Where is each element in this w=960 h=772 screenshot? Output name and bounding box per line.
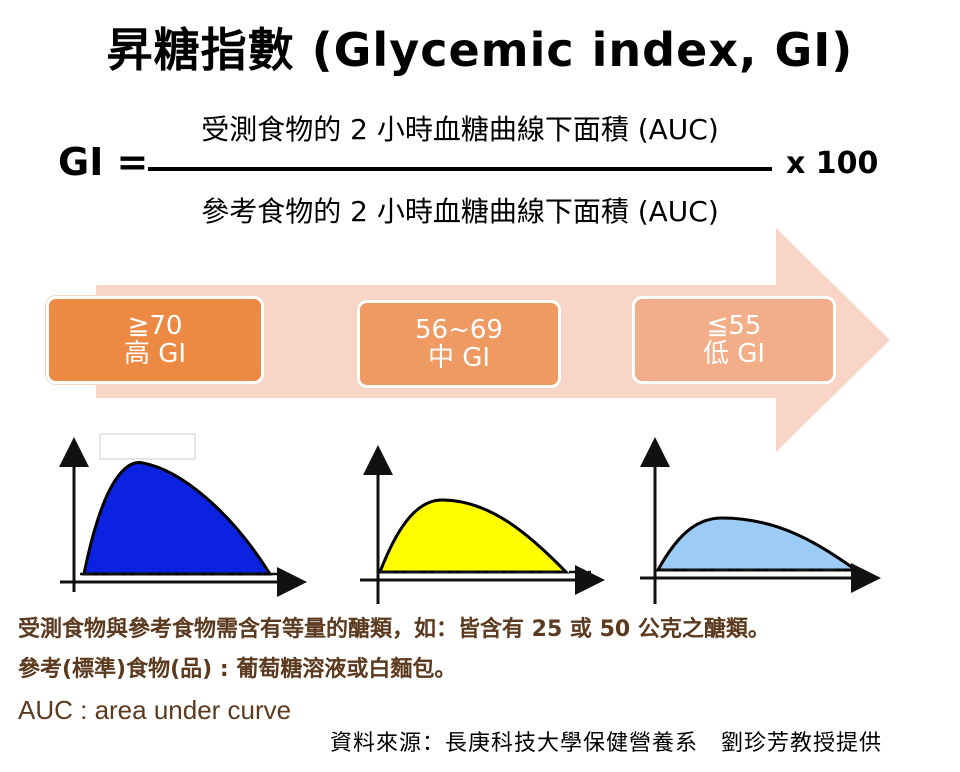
note-reference-food: 參考(標準)食物(品) : 葡萄糖溶液或白麵包。 [18, 657, 457, 682]
formula-denominator: 參考食物的 2 小時血糖曲線下面積 (AUC) [201, 195, 719, 228]
high-gi-range: ≧70 [127, 311, 183, 341]
low-gi-label: 低 GI [702, 339, 766, 369]
formula-lhs: GI = [58, 140, 149, 184]
low-gi-box: ≦55 低 GI [632, 296, 836, 384]
medium-gi-label: 中 GI [427, 343, 491, 373]
low-gi-curve [655, 516, 861, 572]
medium-gi-range: 56~69 [415, 315, 503, 345]
low-gi-curve-chart [640, 437, 881, 604]
medium-gi-curve [377, 498, 570, 574]
notes: 受測食物與參考食物需含有等量的醣類，如：皆含有 25 或 50 公克之醣類。 參… [18, 610, 948, 730]
high-gi-curve-chart [59, 433, 307, 597]
note-equal-carbs: 受測食物與參考食物需含有等量的醣類，如：皆含有 25 或 50 公克之醣類。 [18, 617, 770, 642]
medium-gi-curve-chart [360, 445, 605, 604]
low-gi-range: ≦55 [706, 311, 762, 341]
formula-numerator: 受測食物的 2 小時血糖曲線下面積 (AUC) [201, 113, 719, 146]
label-placeholder-box [99, 433, 196, 460]
high-gi-label: 高 GI [123, 339, 187, 369]
note-auc-definition: AUC : area under curve [18, 695, 292, 725]
high-gi-curve [82, 461, 273, 576]
fraction-line [148, 167, 772, 171]
high-gi-box: ≧70 高 GI [46, 296, 264, 384]
medium-gi-box: 56~69 中 GI [357, 300, 561, 388]
page-title: 昇糖指數 (Glycemic index, GI) [106, 23, 854, 77]
formula-multiplier: x 100 [786, 146, 879, 181]
source-credit: 資料來源：長庚科技大學保健營養系 劉珍芳教授提供 [330, 731, 883, 756]
